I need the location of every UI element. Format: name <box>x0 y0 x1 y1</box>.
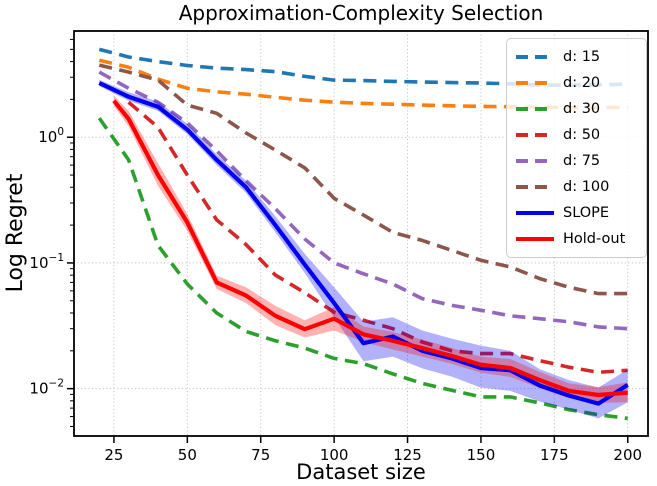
x-tick-label: 25 <box>104 446 123 464</box>
series-line-slope <box>98 81 629 406</box>
legend-label: d: 50 <box>563 127 601 143</box>
x-tick-label: 150 <box>467 446 496 464</box>
x-axis-label: Dataset size <box>296 460 426 484</box>
y-axis-label: Log Regret <box>3 173 28 292</box>
x-tick-label: 50 <box>178 446 197 464</box>
legend-item: d: 20 <box>516 70 638 96</box>
legend-item: Hold-out <box>516 226 638 252</box>
series-line-d-30 <box>97 117 628 421</box>
series-line-d-20 <box>98 58 628 110</box>
legend: d: 15 d: 20 d: 30 d: 50 d: 75 d: 100 SLOPE Hold… <box>506 38 647 258</box>
legend-solid-line-icon <box>516 211 554 215</box>
legend-item: SLOPE <box>516 200 638 226</box>
legend-dashed-line-icon <box>516 159 554 163</box>
legend-solid-line-icon <box>516 237 554 241</box>
y-tick-label: 10−1 <box>29 252 64 272</box>
y-tick-label: 100 <box>38 126 64 146</box>
x-tick-label: 175 <box>540 446 569 464</box>
legend-label: d: 75 <box>563 153 601 169</box>
legend-item: d: 30 <box>516 96 638 122</box>
x-tick-label: 75 <box>251 446 270 464</box>
x-tick-label: 200 <box>613 446 642 464</box>
legend-label: d: 30 <box>563 101 601 117</box>
legend-dashed-line-icon <box>516 81 554 85</box>
y-tick-label: 10−2 <box>29 378 64 398</box>
legend-dashed-line-icon <box>516 185 554 189</box>
legend-dashed-line-icon <box>516 55 554 59</box>
legend-dashed-line-icon <box>516 133 554 137</box>
legend-label: SLOPE <box>563 205 610 221</box>
plot-border <box>73 30 649 437</box>
series-line-hold-out <box>112 99 628 398</box>
x-tick-label: 100 <box>320 446 349 464</box>
legend-label: d: 20 <box>563 75 601 91</box>
x-tick-label: 125 <box>393 446 422 464</box>
legend-item: d: 100 <box>516 174 638 200</box>
series-line-d-100 <box>98 63 628 296</box>
legend-item: d: 50 <box>516 122 638 148</box>
axes: 25 50 75 100 125 150 175 200 100 10−1 10−2 <box>29 30 649 464</box>
legend-label: d: 100 <box>563 179 610 195</box>
series-line-d-50 <box>127 100 628 375</box>
legend-item: d: 75 <box>516 148 638 174</box>
series-line-d-75 <box>98 70 628 331</box>
legend-label: Hold-out <box>563 231 626 247</box>
chart-title: Approximation-Complexity Selection <box>179 1 544 25</box>
legend-label: d: 15 <box>563 49 601 65</box>
plot-series <box>97 47 629 421</box>
legend-dashed-line-icon <box>516 107 554 111</box>
confidence-band-slope <box>99 79 628 419</box>
legend-item: d: 15 <box>516 44 638 70</box>
